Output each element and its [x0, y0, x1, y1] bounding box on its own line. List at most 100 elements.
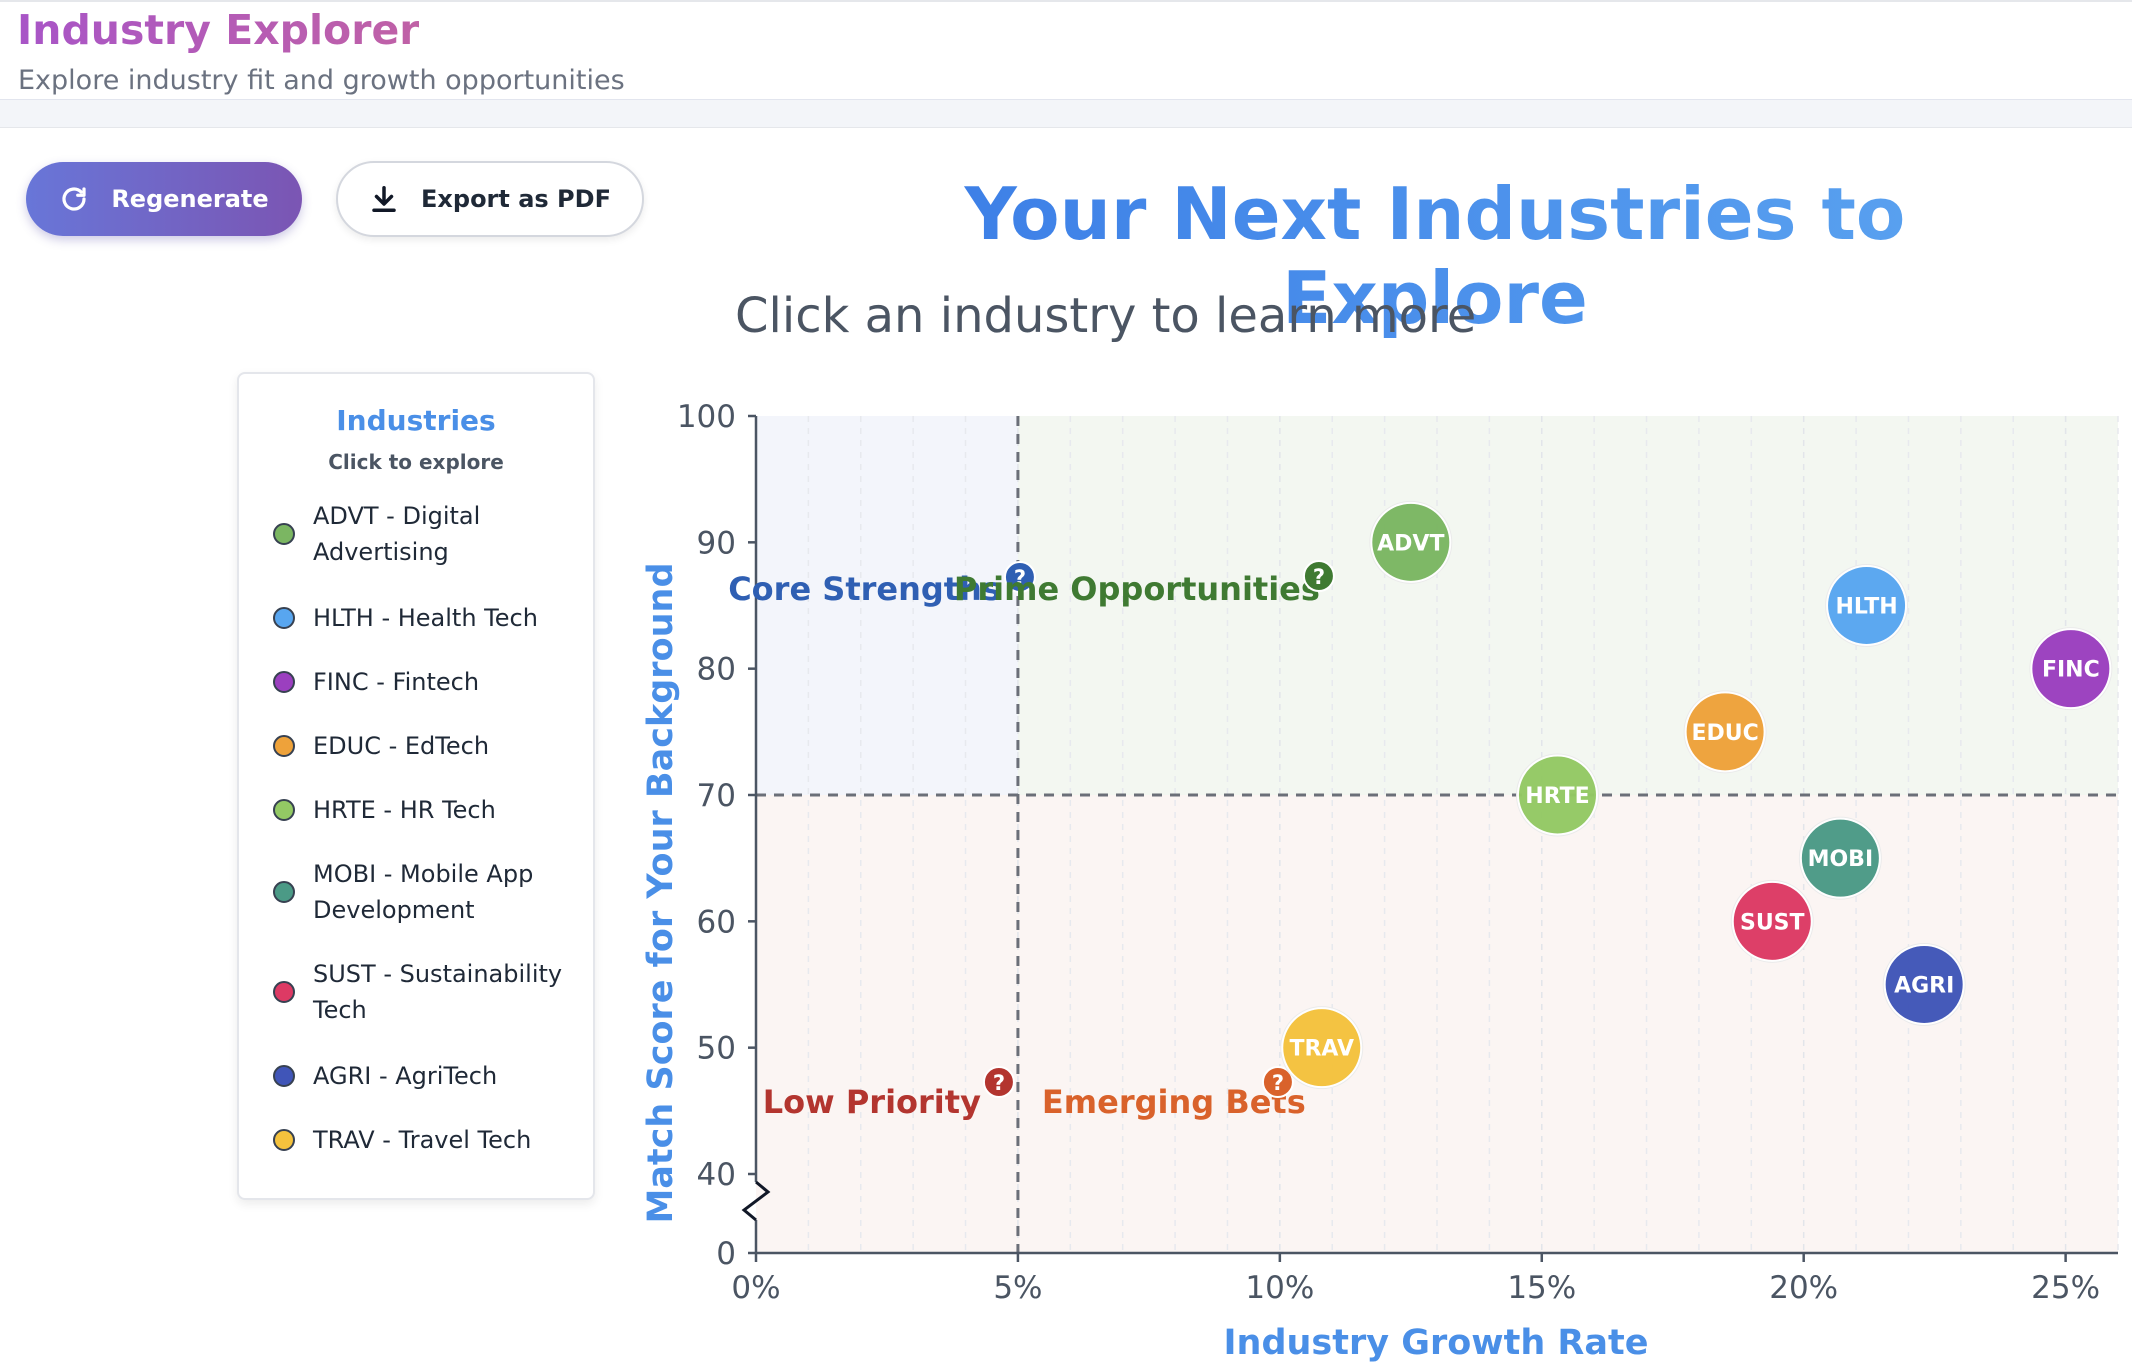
legend-item-label: SUST - Sustainability Tech	[313, 960, 563, 1024]
bubble-label: TRAV	[1289, 1037, 1354, 1062]
help-icon-glyph: ?	[1313, 565, 1325, 589]
app-subtitle: Explore industry fit and growth opportun…	[18, 65, 625, 96]
bubble-label: HLTH	[1835, 595, 1897, 620]
bubble-label: MOBI	[1808, 847, 1874, 872]
help-icon[interactable]: ?	[982, 1066, 1015, 1098]
legend-item-label: EDUC - EdTech	[313, 732, 490, 760]
help-icon[interactable]: ?	[1261, 1066, 1294, 1098]
legend-dot	[273, 981, 295, 1003]
legend-item-educ[interactable]: EDUC - EdTech	[273, 728, 573, 764]
bubble-advt[interactable]: ADVT	[1369, 500, 1453, 584]
content-top-edge	[0, 128, 2132, 132]
quadrant-core-strengths-bg	[756, 416, 1018, 795]
bubble-label: HRTE	[1525, 784, 1589, 809]
quadrant-label: Core Strengths	[728, 570, 1001, 608]
legend-dot	[273, 1129, 295, 1151]
legend-item-hrte[interactable]: HRTE - HR Tech	[273, 792, 573, 828]
y-tick-label: 50	[697, 1031, 736, 1067]
legend-item-advt[interactable]: ADVT - Digital Advertising	[273, 498, 573, 570]
bubble-circle	[1730, 879, 1814, 963]
legend-item-label: HLTH - Health Tech	[313, 604, 538, 632]
bubble-outline	[1825, 564, 1909, 647]
legend-dot	[273, 607, 295, 629]
bubble-outline	[1798, 816, 1882, 900]
legend-item-agri[interactable]: AGRI - AgriTech	[273, 1058, 573, 1094]
quadrant-label: Prime Opportunities	[954, 570, 1320, 608]
bubble-trav[interactable]: TRAV	[1280, 1006, 1364, 1090]
legend-subtitle: Click to explore	[328, 450, 504, 474]
bubble-circle	[1825, 564, 1909, 647]
y-tick-label: 70	[697, 778, 736, 814]
help-icon-circle	[1003, 561, 1036, 593]
legend-dot	[273, 671, 295, 693]
y-tick-label: 0	[716, 1236, 736, 1272]
legend-item-label: MOBI - Mobile App Development	[313, 860, 534, 924]
legend-item-trav[interactable]: TRAV - Travel Tech	[273, 1122, 573, 1158]
bubble-sust[interactable]: SUST	[1730, 879, 1814, 963]
bubble-outline	[1882, 943, 1966, 1026]
legend-item-label: AGRI - AgriTech	[313, 1062, 498, 1090]
x-axis-label: Industry Growth Rate	[1224, 1323, 1649, 1363]
chart-title: Your Next Industries to Explore	[870, 172, 2000, 340]
quadrant-low-priority-bg	[756, 795, 1018, 1253]
y-tick-label: 40	[697, 1157, 736, 1193]
y-axis-label: Match Score for Your Background	[641, 562, 681, 1223]
download-icon	[372, 186, 396, 212]
legend-item-label: HRTE - HR Tech	[313, 796, 496, 824]
header-divider	[0, 100, 2132, 128]
bubble-circle	[1882, 943, 1966, 1026]
axis-break-marker	[741, 1180, 771, 1222]
help-icon[interactable]: ?	[1003, 561, 1036, 593]
legend-dot	[273, 881, 295, 903]
legend-dot	[273, 1065, 295, 1087]
legend-item-label: FINC - Fintech	[313, 668, 480, 696]
x-tick-label: 0%	[731, 1270, 780, 1306]
legend-item-sust[interactable]: SUST - Sustainability Tech	[273, 956, 573, 1028]
export-pdf-label: Export as PDF	[421, 185, 611, 213]
bubble-label: FINC	[2042, 658, 2100, 683]
quadrant-emerging-bets-bg	[1017, 795, 2118, 1253]
bubble-outline	[1730, 879, 1814, 963]
regenerate-label: Regenerate	[111, 185, 269, 213]
bubble-outline	[1369, 500, 1453, 584]
bubble-outline	[1683, 690, 1767, 774]
y-tick-label: 100	[677, 399, 736, 435]
refresh-icon	[62, 187, 86, 211]
y-tick-label: 60	[697, 904, 736, 940]
help-icon[interactable]: ?	[1302, 560, 1335, 592]
legend-item-hlth[interactable]: HLTH - Health Tech	[273, 600, 573, 636]
bubble-agri[interactable]: AGRI	[1882, 943, 1966, 1026]
bubble-mobi[interactable]: MOBI	[1798, 816, 1882, 900]
help-icon-circle	[1261, 1066, 1294, 1098]
chart-subtitle: Click an industry to learn more	[735, 288, 1477, 344]
legend-item-label: TRAV - Travel Tech	[313, 1126, 532, 1154]
bubble-hrte[interactable]: HRTE	[1515, 753, 1599, 837]
bubble-educ[interactable]: EDUC	[1683, 690, 1767, 774]
regenerate-button[interactable]: Regenerate	[26, 162, 302, 236]
bubble-label: AGRI	[1894, 974, 1954, 999]
help-icon-glyph: ?	[1272, 1071, 1284, 1095]
bubble-finc[interactable]: FINC	[2029, 627, 2113, 711]
legend-item-mobi[interactable]: MOBI - Mobile App Development	[273, 856, 573, 928]
bubble-circle	[2029, 627, 2113, 711]
bubble-circle	[1369, 500, 1453, 584]
bubble-outline	[1280, 1006, 1364, 1090]
bubble-circle	[1515, 753, 1599, 837]
quadrant-label: Emerging Bets	[1042, 1083, 1306, 1121]
legend-dot	[273, 735, 295, 757]
bubble-label: EDUC	[1691, 721, 1758, 746]
legend-item-finc[interactable]: FINC - Fintech	[273, 664, 573, 700]
y-tick-label: 90	[697, 525, 736, 561]
y-tick-label: 80	[697, 652, 736, 688]
help-icon-circle	[1302, 560, 1335, 592]
help-icon-glyph: ?	[1014, 566, 1026, 590]
legend-item-label: ADVT - Digital Advertising	[313, 502, 481, 566]
legend-dot	[273, 799, 295, 821]
app-header: Industry Explorer Explore industry fit a…	[0, 0, 2132, 100]
bubble-label: ADVT	[1377, 531, 1444, 556]
bubble-outline	[2029, 627, 2113, 711]
bubble-outline	[1515, 753, 1599, 837]
export-pdf-button[interactable]: Export as PDF	[336, 161, 644, 237]
bubble-hlth[interactable]: HLTH	[1825, 564, 1909, 647]
